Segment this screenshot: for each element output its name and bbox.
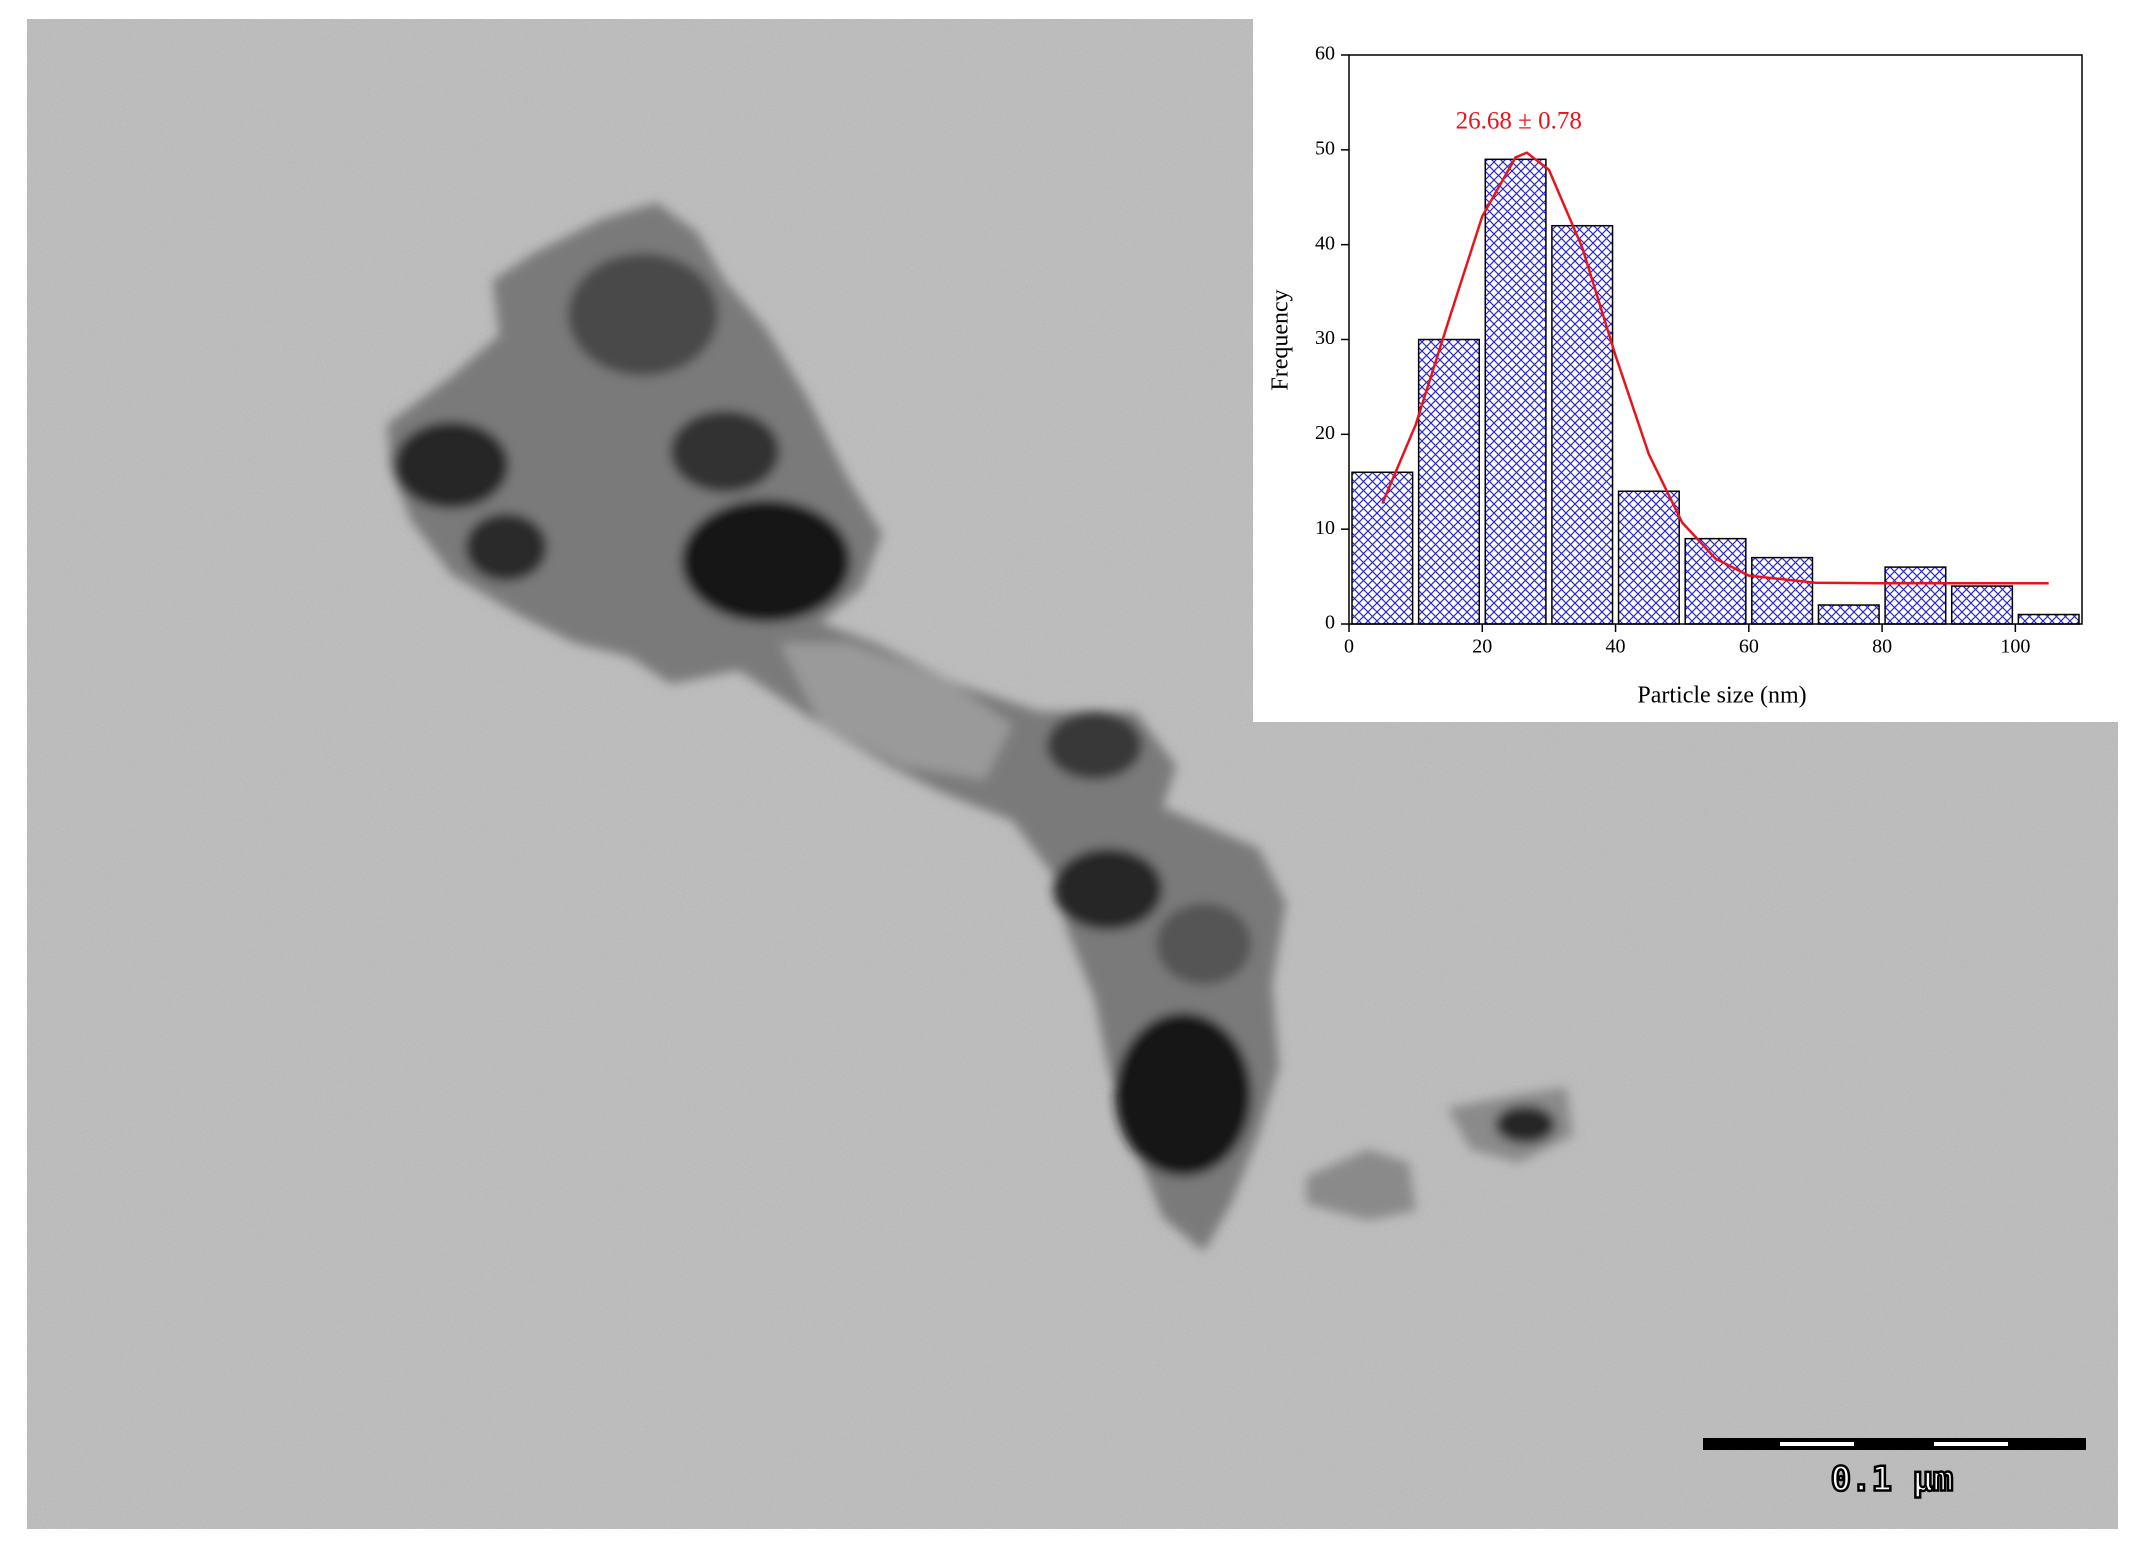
- x-tick-label: 100: [2000, 636, 2030, 658]
- dark-core: [393, 421, 509, 509]
- y-tick-label: 0: [1325, 612, 1335, 634]
- scale-bar: 0.1 μm: [1703, 1438, 2086, 1501]
- x-tick-label: 60: [1739, 636, 1759, 658]
- y-tick-label: 40: [1315, 232, 1335, 254]
- dark-core: [1046, 711, 1143, 780]
- particles: [387, 202, 1574, 1252]
- scale-bar-segment: [1780, 1442, 1854, 1446]
- x-tick-label: 40: [1606, 636, 1626, 658]
- bar: [1884, 566, 1947, 625]
- bar: [1684, 537, 1747, 625]
- y-tick-label: 60: [1315, 43, 1335, 65]
- y-tick-label: 10: [1315, 517, 1335, 539]
- x-tick-label: 0: [1344, 636, 1354, 658]
- x-axis-label: Particle size (nm): [1637, 683, 1806, 709]
- dark-core: [681, 499, 851, 623]
- y-tick-label: 50: [1315, 137, 1335, 159]
- bar: [1551, 224, 1614, 625]
- bar: [1950, 585, 2014, 625]
- scale-bar-segment: [1934, 1442, 2008, 1446]
- y-axis-label: Frequency: [1268, 289, 1294, 390]
- inset-chart: Particle size (nm) Frequency 26.68 ± 0.7…: [1268, 43, 2083, 709]
- y-tick-label: 20: [1315, 422, 1335, 444]
- bar: [1351, 471, 1414, 625]
- dark-core: [1155, 902, 1252, 985]
- dark-core: [1114, 1012, 1252, 1177]
- dark-core: [465, 513, 548, 582]
- annotation: 26.68 ± 0.78: [1456, 107, 1582, 134]
- dark-core: [1053, 848, 1163, 931]
- dark-core: [567, 253, 719, 377]
- x-tick-label: 20: [1472, 636, 1492, 658]
- scale-bar-body: [1703, 1438, 2086, 1450]
- y-tick-label: 30: [1315, 327, 1335, 349]
- bar: [1484, 158, 1547, 625]
- dark-core: [1495, 1105, 1556, 1144]
- aggregate-light: [779, 642, 1013, 780]
- bar: [1417, 338, 1481, 625]
- dark-core: [670, 410, 780, 493]
- scale-bar-label: 0.1 μm: [1831, 1460, 1954, 1500]
- fit-curve: [1381, 151, 2049, 585]
- bar: [1817, 604, 1880, 625]
- bar: [1617, 490, 1680, 625]
- x-tick-label: 80: [1872, 636, 1892, 658]
- bar: [2017, 613, 2080, 625]
- bar: [1751, 556, 1814, 625]
- small-particle: [1306, 1149, 1416, 1221]
